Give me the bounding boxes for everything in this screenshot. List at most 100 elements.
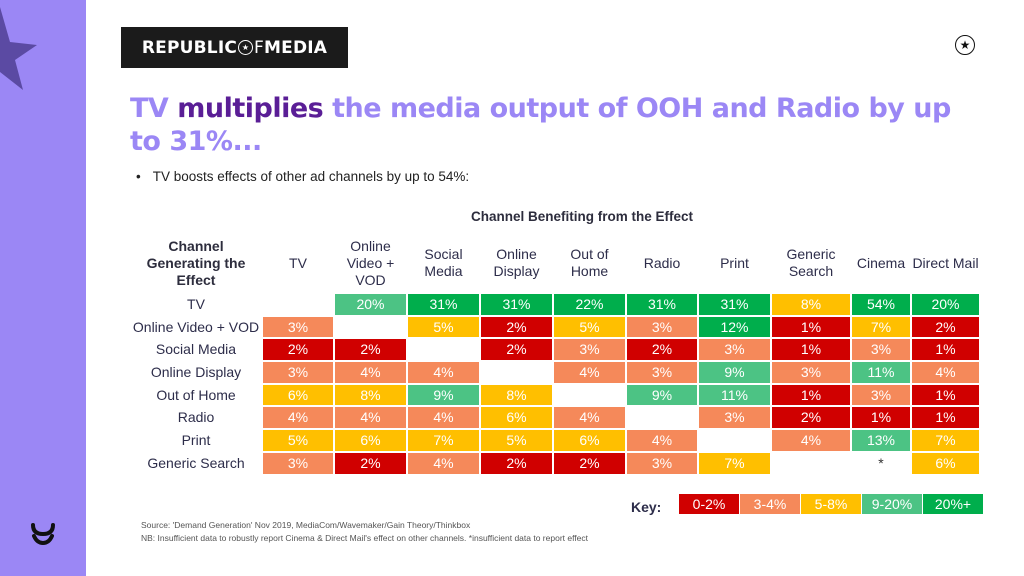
star-badge-icon[interactable]: ★ bbox=[955, 35, 975, 55]
legend-entry: 5-8% bbox=[801, 494, 862, 514]
heatmap-cell: 3% bbox=[851, 338, 911, 362]
heatmap-cell: 4% bbox=[334, 361, 407, 384]
heatmap-cell: 3% bbox=[262, 361, 334, 384]
bullet-text: TV boosts effects of other ad channels b… bbox=[152, 169, 470, 184]
heatmap-cell: 6% bbox=[262, 383, 334, 407]
brand-mark-icon bbox=[31, 523, 55, 546]
table-title: Channel Benefiting from the Effect bbox=[471, 209, 694, 224]
heatmap-cell: 3% bbox=[626, 315, 698, 339]
column-header: Direct Mail bbox=[912, 254, 979, 271]
heatmap-cell: 2% bbox=[626, 338, 698, 362]
star-icon bbox=[0, 7, 37, 90]
heatmap-cell: 1% bbox=[771, 338, 851, 362]
heatmap-cell: 20% bbox=[334, 293, 407, 316]
heatmap-cell bbox=[334, 315, 407, 339]
row-label: Out of Home bbox=[156, 386, 236, 403]
row-label: Online Display bbox=[150, 364, 242, 381]
table-row: TV 20% 31% 31% 22% 31% 31% 8% 54% 20% bbox=[130, 293, 980, 316]
column-header: Online Display bbox=[493, 246, 540, 279]
heatmap-cell: 6% bbox=[553, 429, 626, 452]
heatmap-cell: 31% bbox=[407, 293, 480, 316]
heatmap-cell: 4% bbox=[262, 406, 334, 430]
legend-entry: 20%+ bbox=[923, 494, 984, 514]
heatmap-cell: 2% bbox=[911, 315, 980, 339]
heatmap-cell: 8% bbox=[480, 383, 553, 407]
row-label: Print bbox=[181, 432, 211, 449]
heatmap-cell bbox=[626, 406, 698, 430]
heatmap-cell: 2% bbox=[262, 338, 334, 362]
heatmap-cell bbox=[771, 451, 851, 475]
row-label: Online Video + VOD bbox=[132, 318, 260, 335]
heatmap-cell: 9% bbox=[407, 383, 480, 407]
heatmap-cell: 1% bbox=[851, 406, 911, 430]
heatmap-cell: 5% bbox=[480, 429, 553, 452]
logo-text-of: ★ F bbox=[237, 38, 264, 58]
heatmap-cell bbox=[262, 293, 334, 316]
column-header: TV bbox=[289, 254, 307, 271]
legend-entry: 3-4% bbox=[740, 494, 801, 514]
heatmap-cell: 31% bbox=[480, 293, 553, 316]
heatmap-cell bbox=[480, 361, 553, 384]
row-label: TV bbox=[187, 296, 205, 312]
column-header: Print bbox=[720, 254, 749, 271]
column-header: Online Video + VOD bbox=[346, 237, 395, 288]
heatmap-cell: 7% bbox=[698, 451, 771, 475]
heatmap-cell: 3% bbox=[626, 361, 698, 384]
key-label: Key: bbox=[631, 499, 662, 515]
heatmap-cell: 2% bbox=[480, 315, 553, 339]
table-row: Generic Search 3% 2% 4% 2% 2% 3% 7% * 6% bbox=[130, 451, 980, 475]
heatmap-cell: 5% bbox=[553, 315, 626, 339]
heatmap-cell: 5% bbox=[407, 315, 480, 339]
table-row: Print 5% 6% 7% 5% 6% 4% 4% 13% 7% bbox=[130, 429, 980, 452]
heatmap-cell: 7% bbox=[851, 315, 911, 339]
logo-text-republic: REPUBLIC bbox=[141, 37, 238, 58]
heatmap-cell: 9% bbox=[698, 361, 771, 384]
heatmap-cell bbox=[553, 383, 626, 407]
heatmap-cell: 4% bbox=[334, 406, 407, 430]
heatmap-cell: 4% bbox=[407, 406, 480, 430]
heatmap-cell: 4% bbox=[553, 406, 626, 430]
heatmap-cell: 4% bbox=[407, 451, 480, 475]
logo-text-media: MEDIA bbox=[264, 37, 328, 58]
heatmap-cell: 6% bbox=[911, 451, 980, 475]
logo-text-f: F bbox=[254, 37, 265, 58]
table-row: Social Media 2% 2% 2% 3% 2% 3% 1% 3% 1% bbox=[130, 338, 980, 362]
column-header: Out of Home bbox=[570, 246, 609, 279]
heatmap-cell bbox=[407, 338, 480, 362]
heatmap-cell: 11% bbox=[851, 361, 911, 384]
column-header: Generic Search bbox=[786, 246, 836, 279]
heatmap-cell bbox=[698, 429, 771, 452]
title-part2: the media output of OOH and Radio by up … bbox=[130, 93, 951, 157]
nb-footnote: NB: Insufficient data to robustly report… bbox=[141, 533, 589, 543]
column-header: Social Media bbox=[424, 246, 463, 279]
heatmap-cell: * bbox=[851, 451, 911, 475]
heatmap-cell: 22% bbox=[553, 293, 626, 316]
heatmap-cell: 2% bbox=[334, 338, 407, 362]
heatmap-cell: 8% bbox=[334, 383, 407, 407]
table-row: Online Video + VOD 3% 5% 2% 5% 3% 12% 1% 7% 2% bbox=[130, 315, 980, 339]
title-emphasis: multiplies bbox=[177, 93, 324, 124]
heatmap-cell: 2% bbox=[480, 338, 553, 362]
heatmap-cell: 4% bbox=[407, 361, 480, 384]
heatmap-grid: TV 20% 31% 31% 22% 31% 31% 8% 54% 20% Online Video… bbox=[130, 293, 980, 475]
heatmap-cell: 3% bbox=[771, 361, 851, 384]
heatmap-cell: 4% bbox=[911, 361, 980, 384]
column-header: Cinema bbox=[856, 254, 906, 271]
row-label: Social Media bbox=[155, 341, 237, 358]
heatmap-cell: 2% bbox=[480, 451, 553, 475]
heatmap-cell: 13% bbox=[851, 429, 911, 452]
heatmap-cell: 6% bbox=[334, 429, 407, 452]
sidebar bbox=[0, 0, 86, 576]
heatmap-cell: 3% bbox=[262, 315, 334, 339]
bullet-dot-icon: • bbox=[136, 169, 141, 184]
heatmap-cell: 6% bbox=[480, 406, 553, 430]
heatmap-cell: 54% bbox=[851, 293, 911, 316]
row-header-label: Channel Generating the Effect bbox=[146, 237, 246, 288]
legend: 0-2% 3-4% 5-8% 9-20% 20%+ bbox=[679, 494, 984, 514]
row-label: Generic Search bbox=[147, 454, 245, 471]
table-row: Online Display 3% 4% 4% 4% 3% 9% 3% 11% 4% bbox=[130, 361, 980, 384]
logo-star-o-icon: ★ bbox=[238, 40, 254, 55]
heatmap-cell: 3% bbox=[698, 338, 771, 362]
heatmap-cell: 11% bbox=[698, 383, 771, 407]
table-row: Out of Home 6% 8% 9% 8% 9% 11% 1% 3% 1% bbox=[130, 383, 980, 407]
